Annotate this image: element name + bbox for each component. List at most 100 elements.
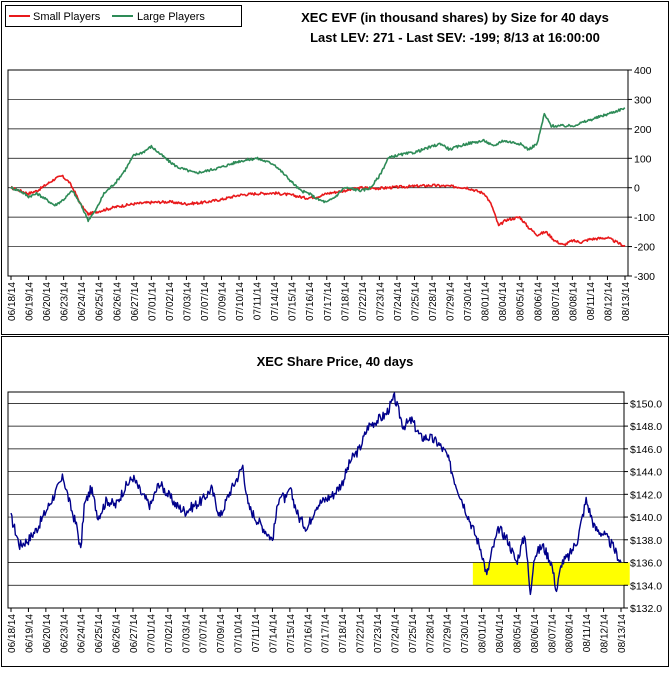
evf-plot-frame (7, 69, 629, 277)
evf-xtick-label: 07/22/14 (358, 282, 369, 321)
evf-xtick-label: 07/03/14 (182, 282, 193, 321)
evf-xtick-label: 07/11/14 (253, 282, 264, 321)
price-xtick-label: 07/23/14 (373, 614, 384, 653)
price-xtick-label: 06/23/14 (59, 614, 70, 653)
price-xtick-label: 07/18/14 (338, 614, 349, 653)
evf-xtick-label: 07/15/14 (288, 282, 299, 321)
price-xtick-label: 07/15/14 (286, 614, 297, 653)
evf-xtick-label: 07/29/14 (446, 282, 457, 321)
evf-xtick-label: 07/24/14 (393, 282, 404, 321)
price-xtick-label: 08/08/14 (565, 614, 576, 653)
price-xtick-label: 07/10/14 (234, 614, 245, 653)
evf-ytick-label: 0 (634, 183, 640, 195)
evf-xtick-label: 07/30/14 (463, 282, 474, 321)
evf-xtick-label: 06/26/14 (112, 282, 123, 321)
price-ytick-label: $138.0 (630, 535, 662, 547)
evf-ytick-label: 300 (634, 94, 652, 106)
price-xtick-label: 06/24/14 (77, 614, 88, 653)
price-ytick-label: $144.0 (630, 467, 662, 479)
evf-ytick-label: 400 (634, 65, 652, 77)
evf-xtick-label: 06/27/14 (130, 282, 141, 321)
legend-label-large-players: Large Players (137, 11, 205, 23)
price-ytick-label: $146.0 (630, 444, 662, 456)
price-xtick-label: 07/17/14 (321, 614, 332, 653)
price-ytick-label: $142.0 (630, 489, 662, 501)
evf-xtick-label: 07/10/14 (235, 282, 246, 321)
evf-xtick-label: 07/01/14 (147, 282, 158, 321)
price-ytick-label: $148.0 (630, 421, 662, 433)
evf-xtick-label: 08/13/14 (621, 282, 632, 321)
evf-xtick-label: 06/20/14 (42, 282, 53, 321)
evf-xtick-label: 06/18/14 (7, 282, 18, 321)
evf-xtick-label: 07/23/14 (375, 282, 386, 321)
price-xtick-label: 07/28/14 (425, 614, 436, 653)
price-xtick-label: 06/27/14 (129, 614, 140, 653)
evf-xtick-label: 08/04/14 (498, 282, 509, 321)
bottom-plot-area: $150.0 $148.0 $146.0 $144.0 $142.0 $140.0 $138… (7, 391, 662, 653)
price-xtick-label: 08/06/14 (530, 614, 541, 653)
legend: Small Players Large Players (5, 5, 242, 27)
price-xtick-label: 08/04/14 (495, 614, 506, 653)
evf-xtick-label: 07/09/14 (218, 282, 229, 321)
price-xtick-label: 06/20/14 (42, 614, 53, 653)
evf-ytick-label: -100 (634, 212, 655, 224)
price-xtick-label: 07/03/14 (181, 614, 192, 653)
price-xtick-label: 06/25/14 (94, 614, 105, 653)
evf-xtick-label: 07/02/14 (165, 282, 176, 321)
price-xtick-label: 08/07/14 (547, 614, 558, 653)
evf-xtick-label: 07/14/14 (270, 282, 281, 321)
price-xtick-label: 07/01/14 (146, 614, 157, 653)
evf-xtick-label: 07/18/14 (340, 282, 351, 321)
price-xtick-label: 07/30/14 (460, 614, 471, 653)
evf-xtick-label: 06/19/14 (25, 282, 36, 321)
price-xtick-label: 07/14/14 (268, 614, 279, 653)
price-xtick-label: 07/29/14 (443, 614, 454, 653)
evf-xtick-label: 07/28/14 (428, 282, 439, 321)
evf-xtick-label: 08/08/14 (568, 282, 579, 321)
evf-xtick-label: 08/11/14 (586, 282, 597, 321)
evf-ytick-label: 100 (634, 153, 652, 165)
price-xtick-label: 07/25/14 (408, 614, 419, 653)
price-ytick-label: $132.0 (630, 603, 662, 615)
evf-xtick-label: 07/17/14 (323, 282, 334, 321)
price-xtick-label: 06/18/14 (7, 614, 18, 653)
bottom-chart-title: XEC Share Price, 40 days (257, 354, 414, 369)
evf-xtick-label: 07/16/14 (305, 282, 316, 321)
evf-xtick-label: 06/23/14 (60, 282, 71, 321)
top-chart-subtitle: Last LEV: 271 - Last SEV: -199; 8/13 at … (310, 30, 600, 45)
evf-xtick-label: 06/24/14 (77, 282, 88, 321)
price-ytick-label: $134.0 (630, 580, 662, 592)
price-xtick-label: 07/11/14 (251, 614, 262, 653)
evf-xtick-label: 08/07/14 (551, 282, 562, 321)
price-ytick-label: $136.0 (630, 558, 662, 570)
legend-label-small-players: Small Players (33, 11, 101, 23)
price-ytick-label: $150.0 (630, 398, 662, 410)
evf-xtick-label: 08/05/14 (516, 282, 527, 321)
evf-xtick-label: 08/12/14 (603, 282, 614, 321)
price-xtick-label: 07/16/14 (303, 614, 314, 653)
evf-ytick-label: 200 (634, 124, 652, 136)
evf-xtick-label: 06/25/14 (95, 282, 106, 321)
price-xtick-label: 07/09/14 (216, 614, 227, 653)
price-xtick-label: 08/13/14 (617, 614, 628, 653)
evf-ytick-label: -300 (634, 271, 655, 283)
evf-xtick-label: 08/01/14 (481, 282, 492, 321)
price-ytick-label: $140.0 (630, 512, 662, 524)
evf-ytick-label: -200 (634, 242, 655, 254)
price-xtick-label: 08/11/14 (582, 614, 593, 653)
price-xtick-label: 08/01/14 (478, 614, 489, 653)
price-xtick-label: 07/24/14 (390, 614, 401, 653)
price-xtick-label: 06/19/14 (24, 614, 35, 653)
evf-series-line-large-players (10, 107, 626, 223)
evf-xtick-label: 07/25/14 (410, 282, 421, 321)
price-xtick-label: 08/12/14 (600, 614, 611, 653)
price-highlight-band (472, 562, 630, 586)
price-xtick-label: 07/22/14 (356, 614, 367, 653)
price-xtick-label: 07/07/14 (199, 614, 210, 653)
evf-xtick-label: 08/06/14 (533, 282, 544, 321)
price-series-line-price (10, 392, 622, 596)
price-xtick-label: 07/02/14 (164, 614, 175, 653)
price-xtick-label: 08/05/14 (512, 614, 523, 653)
